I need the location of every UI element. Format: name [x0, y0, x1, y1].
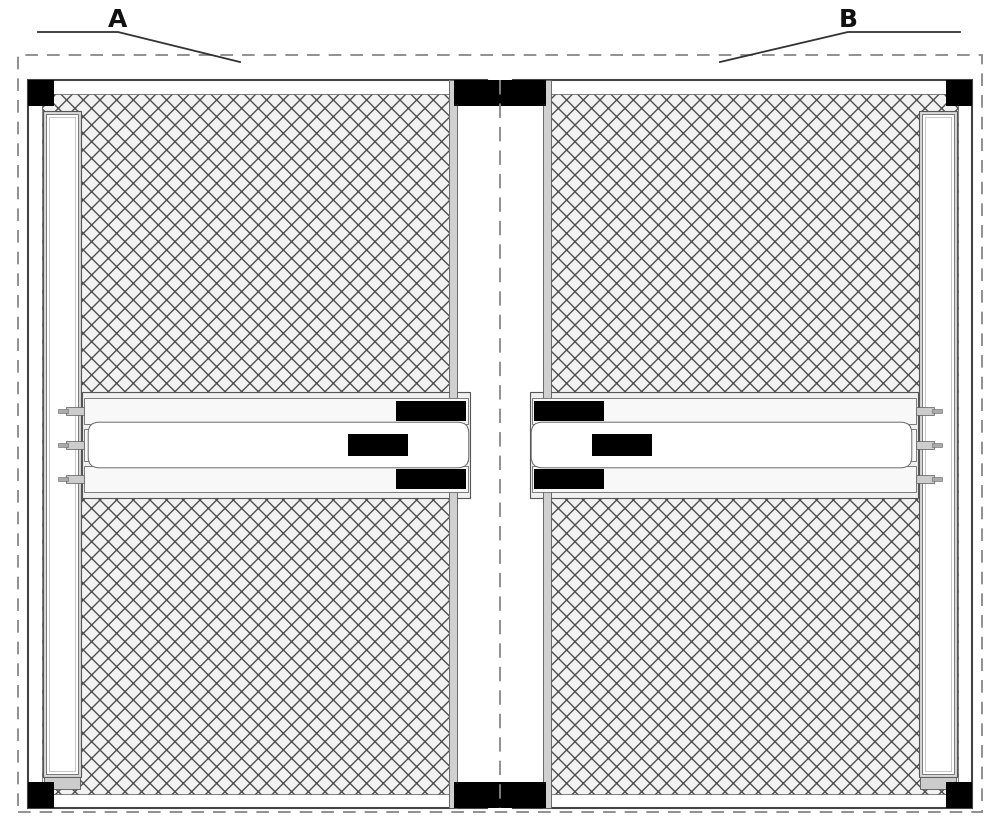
Bar — [28, 782, 54, 808]
Bar — [66, 475, 84, 483]
FancyBboxPatch shape — [88, 422, 469, 467]
Bar — [46, 114, 78, 774]
Bar — [28, 80, 54, 106]
Bar — [454, 782, 546, 808]
Bar — [449, 80, 457, 808]
FancyBboxPatch shape — [531, 422, 912, 467]
Bar — [82, 392, 470, 498]
Bar — [543, 80, 551, 808]
Bar — [946, 80, 972, 106]
Bar — [932, 443, 942, 447]
Bar — [532, 466, 916, 492]
Bar — [66, 407, 84, 415]
Bar — [348, 434, 408, 456]
Bar — [919, 111, 957, 777]
Bar — [84, 429, 468, 461]
Bar — [513, 80, 972, 808]
Bar — [461, 782, 487, 808]
Bar — [534, 469, 604, 489]
Bar — [461, 80, 487, 106]
Bar — [932, 477, 942, 481]
Bar — [58, 477, 68, 481]
Bar — [58, 443, 68, 447]
Bar — [916, 407, 934, 415]
Bar — [946, 782, 972, 808]
Bar — [532, 429, 916, 461]
Bar — [58, 409, 68, 413]
Bar — [454, 80, 546, 106]
Bar — [396, 469, 466, 489]
Bar — [920, 777, 956, 789]
Bar — [66, 441, 84, 449]
Bar — [43, 111, 81, 777]
Bar — [42, 94, 473, 794]
Bar — [922, 114, 954, 774]
Bar — [44, 777, 80, 789]
Bar — [916, 441, 934, 449]
Text: A: A — [108, 8, 128, 32]
Bar — [916, 475, 934, 483]
Bar — [527, 94, 958, 794]
Bar — [28, 80, 487, 808]
Bar — [532, 398, 916, 424]
Bar — [534, 401, 604, 421]
Bar — [932, 409, 942, 413]
Bar — [84, 466, 468, 492]
Bar — [530, 392, 918, 498]
Bar — [592, 434, 652, 456]
Bar — [49, 117, 75, 771]
Bar — [513, 782, 539, 808]
Bar — [449, 80, 551, 808]
Bar — [84, 398, 468, 424]
Text: B: B — [838, 8, 858, 32]
Bar — [925, 117, 951, 771]
Bar — [513, 80, 539, 106]
Bar — [396, 401, 466, 421]
